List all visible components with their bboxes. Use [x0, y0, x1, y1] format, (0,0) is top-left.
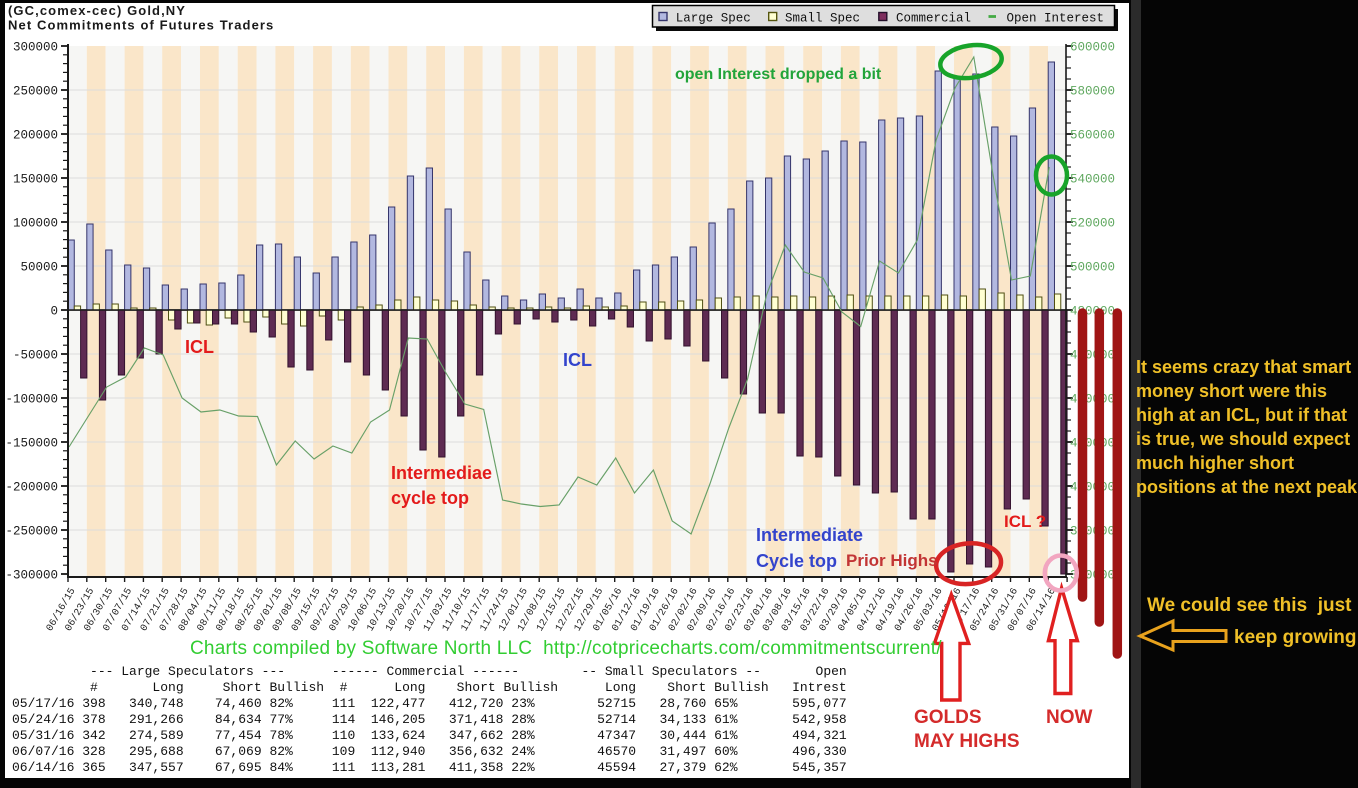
svg-text:500000: 500000 [1070, 261, 1115, 275]
svg-text:Large Spec: Large Spec [676, 11, 751, 25]
svg-text:-50000: -50000 [13, 349, 58, 363]
svg-text:50000: 50000 [20, 261, 58, 275]
svg-text:Small Spec: Small Spec [785, 11, 860, 25]
svg-text:440000: 440000 [1070, 393, 1115, 407]
svg-text:0: 0 [50, 305, 58, 319]
svg-text:420000: 420000 [1070, 437, 1115, 451]
svg-text:Commercial: Commercial [896, 11, 971, 25]
svg-text:480000: 480000 [1070, 305, 1115, 319]
svg-text:600000: 600000 [1070, 41, 1115, 55]
svg-text:400000: 400000 [1070, 481, 1115, 495]
svg-text:-150000: -150000 [5, 437, 58, 451]
svg-text:200000: 200000 [13, 129, 58, 143]
svg-text:150000: 150000 [13, 173, 58, 187]
svg-text:540000: 540000 [1070, 173, 1115, 187]
svg-text:Net Commitments of Futures Tra: Net Commitments of Futures Traders [8, 18, 274, 33]
svg-text:(GC,comex-cec) Gold,NY: (GC,comex-cec) Gold,NY [8, 3, 186, 18]
svg-text:-250000: -250000 [5, 525, 58, 539]
svg-text:460000: 460000 [1070, 349, 1115, 363]
svg-text:-300000: -300000 [5, 569, 58, 583]
svg-text:380000: 380000 [1070, 525, 1115, 539]
svg-text:-200000: -200000 [5, 481, 58, 495]
svg-text:100000: 100000 [13, 217, 58, 231]
svg-text:300000: 300000 [13, 41, 58, 55]
svg-text:250000: 250000 [13, 85, 58, 99]
svg-text:560000: 560000 [1070, 129, 1115, 143]
svg-text:580000: 580000 [1070, 85, 1115, 99]
svg-text:Open Interest: Open Interest [1007, 11, 1105, 25]
svg-text:520000: 520000 [1070, 217, 1115, 231]
svg-text:-100000: -100000 [5, 393, 58, 407]
